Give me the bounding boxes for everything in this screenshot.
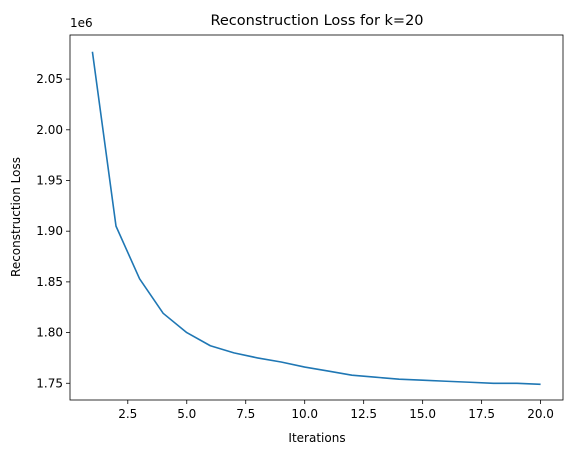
series-line-0 [91,51,541,386]
x-tick-label: 17.5 [468,407,495,421]
y-tick-label: 2.05 [36,72,63,86]
y-tick-label: 1.90 [36,224,63,238]
x-tick-label: 5.0 [177,407,196,421]
x-axis-label: Iterations [288,431,345,445]
x-tick-label: 7.5 [236,407,255,421]
x-axis-ticks: 2.5 5.0 7.5 10.0 12.5 15.0 17.5 20.0 [118,400,554,421]
y-tick-label: 1.95 [36,173,63,187]
x-tick-label: 15.0 [409,407,436,421]
x-tick-label: 12.5 [350,407,377,421]
chart-title: Reconstruction Loss for k=20 [210,13,423,29]
y-axis-ticks: 1.75 1.80 1.85 1.90 1.95 2.00 2.05 [36,72,70,390]
plot-area [69,34,564,401]
x-tick-label: 2.5 [118,407,137,421]
y-axis-label: Reconstruction Loss [9,157,23,277]
y-tick-label: 2.00 [36,123,63,137]
axes-frame [69,34,564,401]
y-axis-offset-label: 1e6 [70,16,93,30]
x-tick-label: 10.0 [291,407,318,421]
y-tick-label: 1.85 [36,275,63,289]
y-tick-label: 1.75 [36,376,63,390]
x-tick-label: 20.0 [527,407,554,421]
y-tick-label: 1.80 [36,326,63,340]
